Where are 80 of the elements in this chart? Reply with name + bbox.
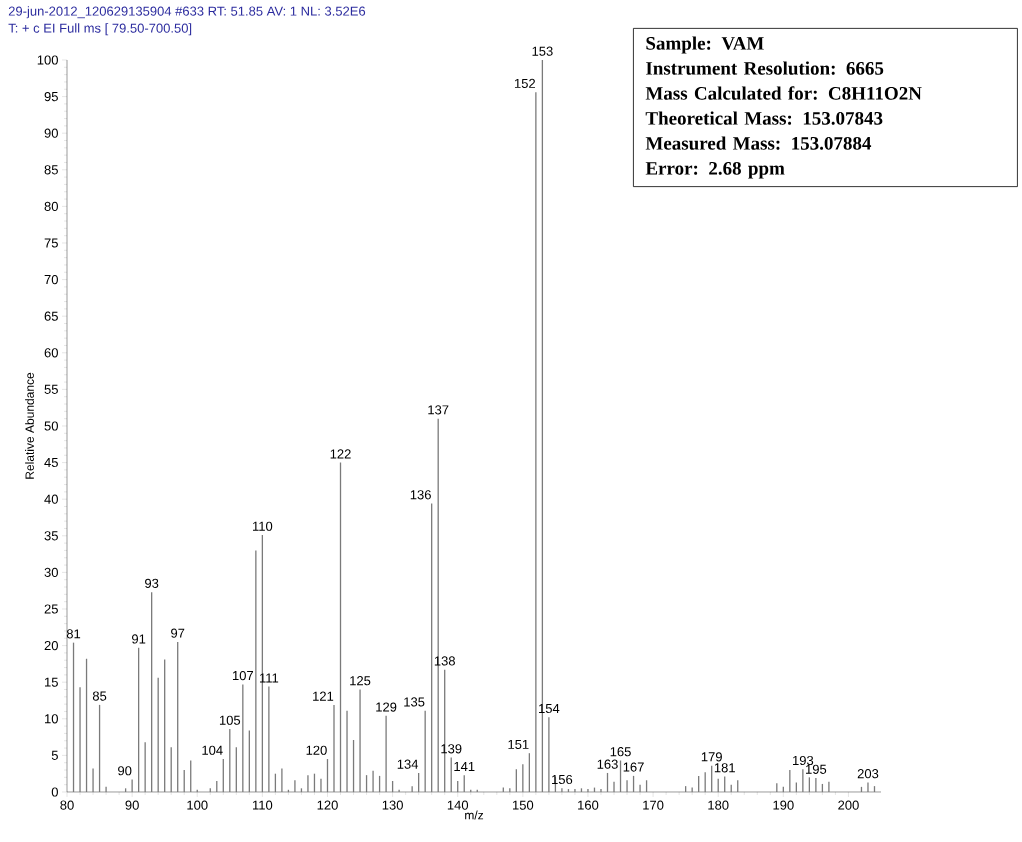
annotation: Mass Calculated for: C8H11O2N [645,86,922,100]
x-tick-label: 110 [252,800,273,810]
x-tick-label: 80 [60,800,74,810]
annotation: 156 [552,774,573,785]
annotation: 203 [857,769,879,779]
annotation: 153 [532,46,553,56]
annotation: 85 [92,691,107,701]
x-tick-label: 130 [382,800,403,810]
y-tick-label: 25 [44,604,58,614]
annotation: 167 [623,762,644,772]
x-tick-label: 190 [773,800,794,810]
y-tick-label: 70 [44,274,58,285]
annotation: 181 [714,763,735,773]
annotation: 129 [376,702,397,712]
y-tick-label: 30 [44,567,58,577]
x-tick-label: 140 [447,800,469,810]
x-tick-label: 150 [512,800,534,810]
annotation: 141 [454,762,475,771]
annotation: 136 [410,490,431,500]
annotation: 121 [313,691,334,701]
x-tick-label: 200 [838,800,859,810]
y-tick-label: 60 [44,348,58,358]
annotation: 125 [350,676,371,686]
chart-title: 29-jun-2012_120629135904 #633 RT: 51.85 AV: 1 NL: 3.52E6 [8,6,366,19]
y-tick-label: 10 [45,714,58,724]
y-tick-label: 55 [44,384,58,394]
x-tick-label: 100 [187,800,208,810]
annotation: 195 [806,764,827,774]
annotation: 107 [232,670,254,681]
chart-subtitle: T: + c EI Full ms [ 79.50-700.50] [8,23,192,36]
annotation: 137 [428,405,449,415]
annotation: 135 [404,697,425,707]
annotation: 134 [397,759,419,769]
annotation: 120 [306,745,327,755]
annotation: Measured Mass: 153.07884 [645,136,872,150]
y-tick-label: 85 [44,165,58,175]
x-axis-title: m/z [465,810,484,820]
annotation: 91 [132,634,146,644]
y-tick-label: 80 [44,201,58,211]
text: Sample: VAM [646,36,764,54]
annotation: 81 [66,629,81,639]
y-tick-label: 90 [44,128,58,138]
y-tick-label: 75 [44,238,58,248]
annotation: 151 [508,739,529,749]
annotation: Error: 2.68 ppm [645,161,785,179]
annotation: 90 [118,766,132,776]
annotation: Instrument Resolution: 6665 [646,61,884,75]
y-tick-label: 5 [51,750,58,760]
annotation: 154 [539,704,560,714]
y-tick-label: 35 [44,531,58,541]
x-tick-label: 160 [578,800,599,810]
y-tick-label: 50 [44,421,58,431]
y-tick-label: 20 [44,640,58,651]
annotation: 179 [701,752,722,762]
annotation: 111 [259,673,279,683]
annotation: Theoretical Mass: 153.07843 [645,111,883,125]
annotation: 97 [171,628,185,638]
x-tick-label: 170 [643,800,664,810]
x-tick-label: 120 [317,800,338,810]
y-tick-label: 65 [44,311,58,321]
annotation: 165 [610,747,631,757]
y-tick-label: 40 [44,494,58,504]
annotation: 104 [202,745,223,755]
y-tick-label: 45 [44,458,58,468]
y-axis-title: Relative Abundance [25,372,34,479]
annotation: 93 [145,578,159,588]
y-tick-label: 15 [45,677,58,687]
y-tick-label: 95 [44,91,58,102]
annotation: 110 [252,521,273,531]
annotation: 105 [219,715,241,725]
x-tick-label: 90 [125,800,139,810]
annotation: 152 [514,78,536,88]
y-tick-label: 0 [51,787,58,797]
annotation: 163 [597,759,618,769]
annotation: 193 [793,755,814,766]
annotation: 139 [441,744,462,754]
x-tick-label: 180 [708,800,729,810]
annotation: 138 [434,656,455,666]
annotation: 122 [330,449,351,459]
y-tick-label: 100 [37,55,58,65]
